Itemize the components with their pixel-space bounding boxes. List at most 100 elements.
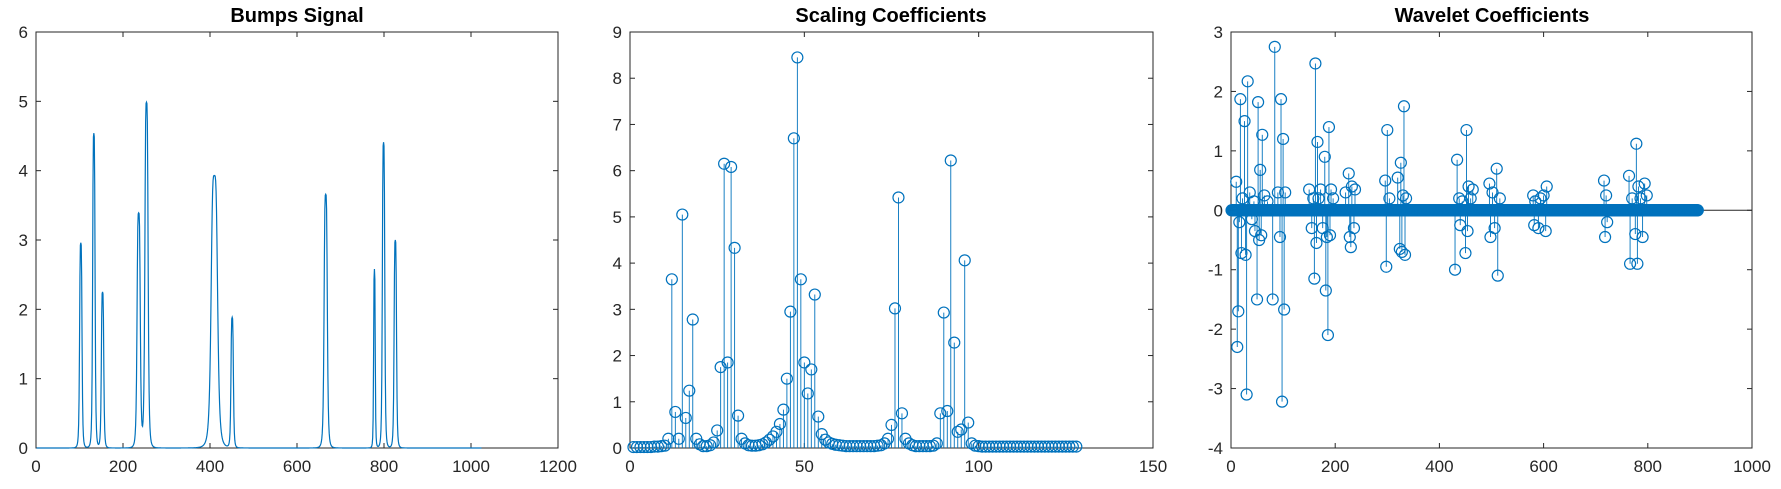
y-tick-label: -4 bbox=[1208, 439, 1223, 458]
stem-marker bbox=[1251, 96, 1265, 109]
stem-marker bbox=[1321, 328, 1335, 342]
stem-marker bbox=[888, 302, 902, 315]
stem-marker bbox=[714, 361, 727, 374]
stem-marker bbox=[1491, 269, 1504, 282]
y-tick-label: 7 bbox=[613, 115, 622, 134]
y-tick-label: 2 bbox=[1214, 82, 1223, 101]
stem-marker bbox=[951, 425, 964, 438]
bumps-signal-panel: Bumps Signal 0 200 400 600 800 1000 1200 0 1 2 3 4 5… bbox=[19, 5, 577, 476]
stem-marker bbox=[1540, 180, 1553, 193]
stem-marker bbox=[704, 439, 717, 452]
stem-marker bbox=[1380, 260, 1393, 273]
stem-marker bbox=[1461, 224, 1474, 238]
stem-marker bbox=[1255, 229, 1268, 242]
stem-marker bbox=[1258, 189, 1271, 202]
signal-marks bbox=[36, 100, 482, 449]
stem-marker bbox=[676, 208, 689, 221]
stem-marker bbox=[930, 437, 943, 450]
stem-marker bbox=[1320, 230, 1333, 244]
stem-marker bbox=[885, 418, 898, 431]
stem-marker bbox=[819, 433, 832, 446]
x-tick-label: 1000 bbox=[1733, 457, 1771, 476]
y-tick-label: 5 bbox=[19, 92, 28, 111]
stem-marker bbox=[941, 404, 954, 418]
stem-marker bbox=[1488, 222, 1501, 235]
stem-marker bbox=[1483, 177, 1496, 190]
stem-marker bbox=[1383, 192, 1396, 205]
stem-marker bbox=[773, 417, 787, 431]
stem-marker bbox=[895, 407, 909, 420]
y-tick-label: 1 bbox=[19, 370, 28, 389]
stem-marker bbox=[937, 306, 950, 319]
stem-marker bbox=[787, 132, 800, 145]
x-tick-label: 400 bbox=[1425, 457, 1453, 476]
stem-marker bbox=[1448, 263, 1462, 276]
stem-marker bbox=[1256, 128, 1269, 141]
x-tick-label: 150 bbox=[1139, 457, 1167, 476]
y-tick-label: 3 bbox=[19, 231, 28, 250]
stem-marker bbox=[798, 356, 811, 369]
stem-marker bbox=[1318, 150, 1331, 163]
stem-marker bbox=[1397, 100, 1411, 113]
x-tick-label: 200 bbox=[1321, 457, 1349, 476]
stem-marker bbox=[1537, 189, 1550, 202]
x-tick-label: 600 bbox=[1529, 457, 1557, 476]
stem-marker bbox=[1493, 192, 1506, 205]
stem-marker bbox=[1344, 241, 1357, 254]
stem-marker bbox=[1490, 162, 1503, 175]
y-tick-label: 8 bbox=[613, 69, 622, 88]
stem-marker bbox=[1278, 303, 1291, 316]
stem-marker bbox=[1396, 189, 1410, 202]
stem-marker bbox=[718, 157, 731, 170]
stem-marker bbox=[1274, 93, 1288, 106]
stem-marker bbox=[1309, 57, 1322, 70]
stem-marker bbox=[1379, 174, 1392, 187]
stem-marker bbox=[1528, 219, 1541, 232]
stem-marker bbox=[686, 313, 699, 326]
stem-marker bbox=[1240, 388, 1253, 401]
stem-marker bbox=[1308, 272, 1321, 285]
x-tick-label: 50 bbox=[795, 457, 814, 476]
stem-marker bbox=[683, 384, 696, 397]
stem-marker bbox=[1632, 180, 1645, 193]
stem-marker bbox=[1454, 219, 1467, 232]
x-tick-label: 400 bbox=[196, 457, 224, 476]
x-tick-label: 100 bbox=[964, 457, 992, 476]
stem-marker bbox=[1279, 186, 1292, 199]
x-tick-label: 0 bbox=[625, 457, 634, 476]
stem-marker bbox=[1232, 305, 1245, 318]
stem-marker bbox=[711, 424, 724, 437]
stem-marker bbox=[948, 336, 961, 349]
stem-marker bbox=[927, 439, 940, 452]
stem-marker bbox=[679, 411, 692, 425]
chart-title: Scaling Coefficients bbox=[795, 5, 986, 27]
stem-marker bbox=[1394, 156, 1407, 169]
stem-marker bbox=[1391, 171, 1404, 184]
stem-marker bbox=[707, 436, 720, 449]
stem-marker bbox=[805, 363, 818, 376]
stem-marker bbox=[871, 439, 884, 452]
stem-marker bbox=[1398, 248, 1412, 261]
plot-area bbox=[629, 31, 1154, 449]
x-tick-label: 0 bbox=[1226, 457, 1235, 476]
stem-marker bbox=[651, 440, 664, 453]
y-tick-label: 3 bbox=[1214, 23, 1223, 42]
chart-title: Bumps Signal bbox=[230, 5, 363, 27]
stem-marker bbox=[1238, 115, 1251, 128]
stem-marker bbox=[784, 305, 797, 318]
stem-marker bbox=[1532, 222, 1545, 235]
stem-marker bbox=[1066, 440, 1079, 453]
stem-marker bbox=[1634, 192, 1647, 205]
stem-marker bbox=[1399, 192, 1413, 205]
y-tick-label: 4 bbox=[613, 254, 622, 273]
stem-marker bbox=[1342, 167, 1355, 180]
stem-marker bbox=[1063, 440, 1076, 453]
stem-marker bbox=[1462, 180, 1475, 193]
stem-marker bbox=[808, 288, 821, 301]
stem-marker bbox=[1539, 224, 1552, 238]
stem-marker bbox=[1629, 227, 1642, 241]
y-tick-label: 5 bbox=[613, 208, 622, 227]
stem-marker bbox=[881, 432, 895, 445]
stem-marker bbox=[1233, 216, 1246, 229]
